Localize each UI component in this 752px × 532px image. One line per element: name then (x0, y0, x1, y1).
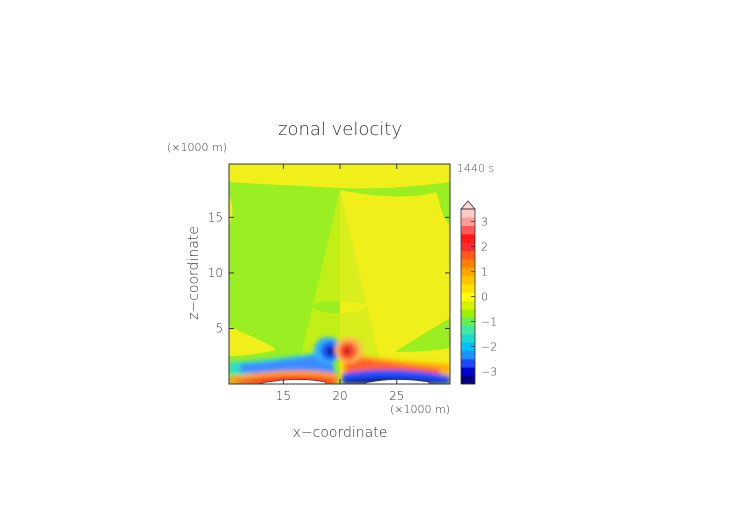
y-axis-unit: (×1000 m) (167, 141, 227, 154)
field-upper-right-green (340, 182, 450, 225)
field-mid-green-wedge (340, 190, 380, 360)
colorbar-tick-label: 2 (481, 241, 488, 254)
colorbar-extend-arrow (460, 200, 476, 210)
colorbar-segment (461, 350, 475, 360)
terrain-right-hatch (361, 379, 431, 384)
colorbar-segment (461, 217, 475, 226)
terrain-left-hatch (257, 379, 327, 384)
field-left-yellow-lobe (229, 326, 276, 356)
field-mid-green-island (310, 300, 340, 314)
x-tick-label: 15 (276, 389, 291, 403)
y-axis-label: z−coordinate (186, 226, 202, 320)
x-tick-label: 25 (389, 389, 404, 403)
colorbar-tick-label: 0 (481, 291, 488, 304)
jet-core-right-inner (343, 347, 351, 355)
x-axis-label: x−coordinate (293, 425, 388, 441)
colorbar-segment (461, 209, 475, 218)
y-axis: 5 10 15 (208, 210, 450, 335)
x-axis: 15 20 25 (276, 164, 404, 403)
colorbar-segment (461, 342, 475, 351)
time-label: 1440 s (457, 162, 494, 175)
colorbar-tick-label: 1 (481, 266, 488, 279)
colorbar-tick-label: −3 (481, 366, 497, 379)
y-tick-label: 5 (215, 321, 223, 335)
right-low-band-red (346, 356, 440, 374)
colorbar-segment (461, 242, 475, 251)
colorbar-segment (461, 359, 475, 368)
colorbar-segment (461, 275, 475, 285)
jet-core-left-inner (327, 347, 335, 355)
colorbar-tick-label: 3 (481, 216, 488, 229)
y-tick-label: 15 (208, 210, 223, 224)
x-tick-label: 20 (332, 389, 347, 403)
colorbar-tick-label: −1 (481, 316, 497, 329)
colorbar-segment (461, 317, 475, 326)
field-upper-left-yellow (229, 164, 340, 188)
field-mid-yellow-wedge (300, 190, 340, 360)
colorbar-segment (461, 334, 475, 343)
plot-frame (228, 163, 451, 385)
colorbar-segment (461, 309, 475, 318)
field-right-green-lobe (395, 318, 450, 352)
colorbar-segment (461, 259, 475, 268)
colorbar-segment (461, 234, 475, 243)
chart-title: zonal velocity (278, 119, 402, 140)
colorbar-segment (461, 250, 475, 260)
colorbar-segment (461, 367, 475, 376)
colorbar: 3 2 1 0 −1 −2 −3 (460, 200, 497, 385)
colorbar-segment (461, 267, 475, 276)
colorbar-segment (461, 325, 475, 335)
lower-structure (229, 337, 450, 384)
field-mid-yellow-island (340, 302, 368, 313)
plot-area (229, 164, 450, 384)
colorbar-segment (461, 300, 475, 310)
colorbar-segment (461, 375, 475, 385)
colorbar-tick-label: −2 (481, 341, 497, 354)
colorbar-segment (461, 284, 475, 293)
colorbar-segment (461, 292, 475, 301)
colorbar-segment (461, 225, 475, 235)
x-axis-unit: (×1000 m) (390, 403, 450, 416)
y-tick-label: 10 (208, 266, 223, 280)
